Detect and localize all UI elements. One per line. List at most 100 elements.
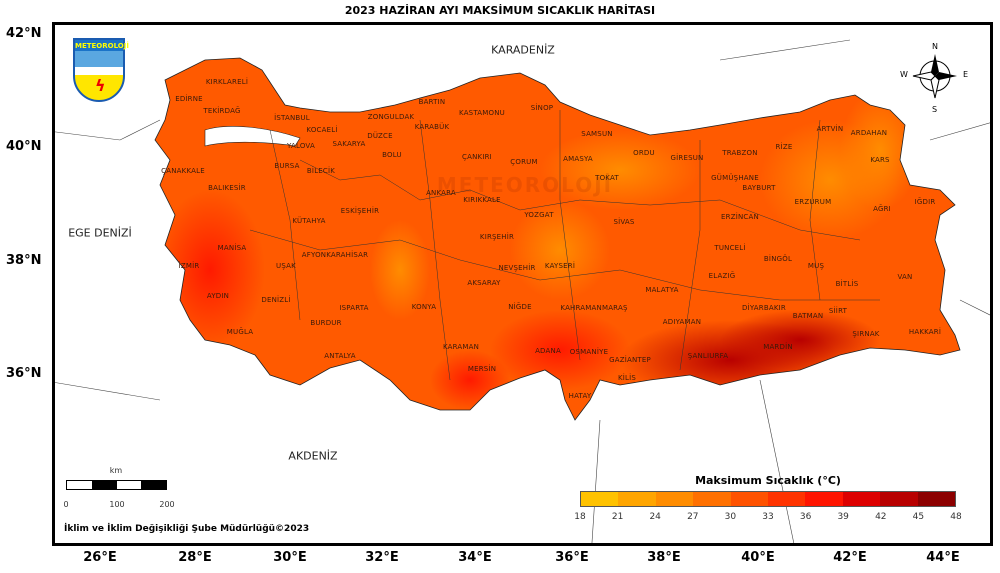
lat-label: 40°N <box>6 139 42 154</box>
province-label: İZMİR <box>178 262 200 270</box>
province-label: YALOVA <box>287 142 315 150</box>
scale-bar <box>66 480 167 490</box>
province-label: ARDAHAN <box>850 129 888 137</box>
credit-text: İklim ve İklim Değişikliği Şube Müdürlüğ… <box>64 524 310 534</box>
province-label: SAKARYA <box>332 140 366 148</box>
province-label: MUĞLA <box>226 328 254 336</box>
scale-tick: 0 <box>63 500 69 509</box>
logo: METEOROLOJİ ϟ <box>73 38 129 102</box>
logo-text: METEOROLOJİ <box>75 42 129 50</box>
province-label: İSTANBUL <box>274 114 310 122</box>
province-label: KIRIKKALE <box>463 196 501 204</box>
legend-swatch <box>805 492 843 506</box>
province-label: BURDUR <box>310 319 342 327</box>
province-label: RİZE <box>775 143 793 151</box>
legend-tick: 42 <box>875 512 887 522</box>
legend-swatch <box>655 492 694 506</box>
lon-label: 28°E <box>178 550 212 565</box>
province-label: ESKİŞEHİR <box>340 207 380 215</box>
province-label: VAN <box>897 273 913 281</box>
province-label: MARDİN <box>763 343 793 351</box>
lon-label: 30°E <box>273 550 307 565</box>
lon-label: 34°E <box>458 550 492 565</box>
province-label: ANTALYA <box>324 352 356 360</box>
lon-label: 44°E <box>926 550 960 565</box>
province-label: KÜTAHYA <box>292 217 326 225</box>
province-label: ÇANKIRI <box>462 153 492 161</box>
legend-swatch <box>693 492 731 506</box>
province-label: KARABÜK <box>414 123 450 131</box>
legend-swatch <box>768 492 806 506</box>
compass-e: E <box>963 70 969 79</box>
province-label: EDİRNE <box>175 95 203 103</box>
legend-swatch <box>581 492 619 506</box>
province-label: SİİRT <box>828 307 848 315</box>
lon-label: 40°E <box>741 550 775 565</box>
legend-tick: 24 <box>649 512 661 522</box>
province-label: ÇORUM <box>510 158 538 166</box>
legend-tick: 39 <box>837 512 849 522</box>
legend-tick: 48 <box>950 512 962 522</box>
lon-label: 38°E <box>647 550 681 565</box>
province-label: TOKAT <box>595 174 619 182</box>
province-label: SİNOP <box>530 104 554 112</box>
province-label: BAYBURT <box>742 184 776 192</box>
province-label: KIRŞEHİR <box>479 233 515 241</box>
compass-rose: N S W E <box>900 42 968 114</box>
compass-n: N <box>932 42 938 51</box>
province-label: BİLECİK <box>306 167 336 175</box>
province-label: AYDIN <box>206 292 230 300</box>
province-label: MANİSA <box>217 244 247 252</box>
legend-tick: 45 <box>912 512 925 522</box>
sea-label-aegean: EGE DENİZİ <box>68 226 132 240</box>
lat-label: 42°N <box>6 26 42 41</box>
province-label: TUNCELİ <box>714 244 746 252</box>
province-label: ISPARTA <box>339 304 369 312</box>
scale-tick: 100 <box>109 500 125 509</box>
province-label: ARTVİN <box>816 125 844 133</box>
lon-label: 32°E <box>365 550 399 565</box>
legend-swatch <box>842 492 881 506</box>
lon-label: 42°E <box>833 550 867 565</box>
lon-label: 36°E <box>555 550 589 565</box>
province-label: TEKİRDAĞ <box>203 107 241 115</box>
province-label: BOLU <box>382 151 402 159</box>
lat-label: 36°N <box>6 366 42 381</box>
province-label: NİĞDE <box>508 303 532 311</box>
province-label: ZONGULDAK <box>367 113 415 121</box>
province-label: KAHRAMANMARAŞ <box>560 304 628 312</box>
province-label: GAZİANTEP <box>609 356 651 364</box>
province-label: ÇANAKKALE <box>161 167 205 175</box>
province-label: ADANA <box>535 347 561 355</box>
province-label: AMASYA <box>563 155 593 163</box>
scale-unit: km <box>109 466 123 475</box>
province-label: IĞDIR <box>914 198 936 206</box>
compass-s: S <box>932 105 938 114</box>
turkey-map <box>55 39 990 543</box>
sea-label-black: KARADENİZ <box>491 43 555 57</box>
compass-w: W <box>900 70 908 79</box>
province-label: SAMSUN <box>581 130 613 138</box>
province-label: HATAY <box>568 392 592 400</box>
legend-colorbar <box>580 491 956 507</box>
legend-swatch <box>880 492 918 506</box>
map-frame: METEOROLOJİ <box>52 22 993 546</box>
province-label: ADIYAMAN <box>662 318 702 326</box>
province-label: DENİZLİ <box>261 296 291 304</box>
province-label: HAKKARİ <box>908 328 942 336</box>
lat-label: 38°N <box>6 253 42 268</box>
legend-swatch <box>618 492 656 506</box>
province-label: AKSARAY <box>467 279 501 287</box>
province-label: YOZGAT <box>524 211 554 219</box>
legend-swatch <box>917 492 956 506</box>
province-label: ERZİNCAN <box>721 213 759 221</box>
province-label: DÜZCE <box>367 132 393 140</box>
province-label: ERZURUM <box>794 198 832 206</box>
province-label: SİVAS <box>613 218 635 226</box>
province-label: OSMANİYE <box>569 348 609 356</box>
province-label: ŞIRNAK <box>852 330 880 338</box>
province-label: GİRESUN <box>670 154 704 162</box>
province-label: KASTAMONU <box>459 109 505 117</box>
province-label: MERSİN <box>467 365 497 373</box>
province-label: AFYONKARAHİSAR <box>301 251 369 259</box>
